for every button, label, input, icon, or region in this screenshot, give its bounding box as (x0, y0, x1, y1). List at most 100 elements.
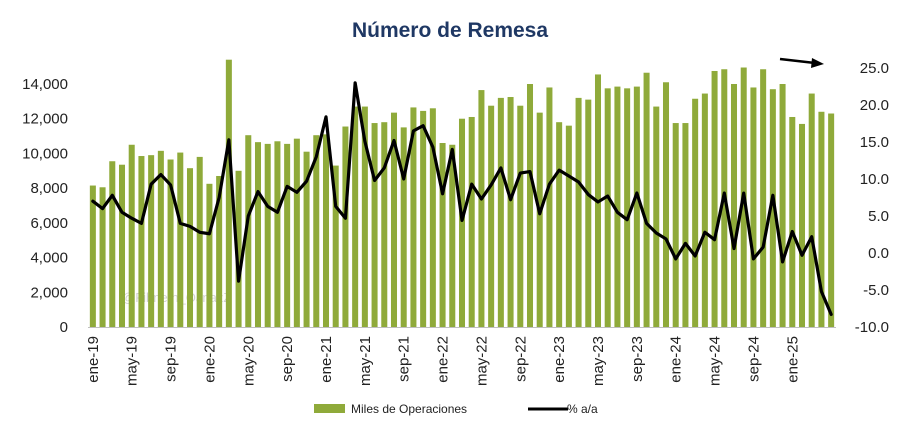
bar (701, 93, 708, 327)
x-tick-label: may-24 (707, 336, 724, 386)
bar (565, 125, 572, 327)
x-tick-label: sep-22 (512, 336, 529, 382)
bar (478, 90, 485, 327)
bar (332, 165, 339, 327)
x-tick-label: ene-25 (784, 336, 801, 383)
y-left-tick-label: 6,000 (30, 215, 68, 232)
x-tick-label: may-19 (124, 336, 141, 386)
bar (157, 150, 164, 327)
x-tick-label: may-21 (357, 336, 374, 386)
bar (390, 112, 398, 327)
left-axis: 0 2,000 4,000 6,000 8,000 10,000 12,000 14,000 (22, 76, 68, 336)
bar (381, 122, 388, 327)
bar (488, 105, 495, 327)
bar (109, 161, 116, 327)
x-tick-label: ene-22 (435, 336, 452, 383)
bar (148, 155, 155, 327)
bar (264, 143, 271, 327)
arrow-shaft (779, 57, 816, 65)
y-right-tick-label: 15.0 (860, 134, 889, 151)
bar (235, 170, 242, 327)
bar (798, 123, 806, 327)
bar (662, 82, 670, 327)
bar (99, 187, 106, 327)
bar (128, 144, 135, 327)
bar (556, 122, 563, 327)
x-tick-label: may-23 (590, 336, 607, 386)
x-tick-label: sep-23 (629, 336, 646, 382)
x-tick-label: sep-24 (745, 336, 762, 382)
x-tick-label: sep-20 (279, 336, 296, 382)
bar (293, 138, 300, 327)
y-left-tick-label: 4,000 (30, 250, 68, 267)
bar (517, 105, 524, 327)
bar (458, 118, 466, 328)
bar (186, 168, 194, 327)
bar (692, 98, 699, 327)
y-right-tick-label: 10.0 (860, 171, 889, 188)
bar (429, 108, 436, 327)
bar (828, 113, 835, 327)
y-left-tick-label: 2,000 (30, 284, 68, 301)
line-series (91, 81, 833, 317)
bar (410, 107, 417, 328)
bar (118, 164, 126, 327)
bar (167, 159, 174, 327)
bar (284, 143, 291, 327)
x-tick-label: may-22 (473, 336, 490, 386)
bar (760, 69, 767, 327)
x-tick-label: sep-21 (396, 336, 413, 382)
bar (750, 87, 757, 327)
bar (497, 97, 504, 327)
x-tick-label: ene-23 (551, 336, 568, 383)
bar (225, 59, 232, 327)
y-right-tick-label: 25.0 (860, 60, 889, 77)
bar (779, 84, 786, 327)
bar (371, 123, 378, 327)
bar (196, 156, 203, 327)
bar (604, 88, 611, 327)
y-right-tick-label: 0.0 (868, 245, 889, 262)
bar (575, 97, 582, 327)
bar (633, 86, 640, 327)
y-right-tick-label: -5.0 (863, 282, 889, 299)
x-axis: ene-19 may-19 sep-19 ene-20 may-20 sep-20 ene-… (85, 327, 836, 386)
bar (769, 89, 776, 328)
bar (322, 134, 330, 327)
y-left-tick-label: 12,000 (22, 111, 68, 128)
bar (730, 84, 738, 327)
x-tick-label: ene-20 (201, 336, 218, 383)
bar (89, 185, 96, 327)
bar (536, 112, 543, 327)
bar (206, 183, 213, 327)
legend-swatch-bars (314, 404, 345, 413)
legend-label-bars: Miles de Operaciones (351, 402, 467, 416)
bar (352, 106, 359, 327)
bar (439, 143, 446, 327)
bar (274, 141, 281, 327)
bar (789, 116, 796, 327)
x-tick-label: sep-19 (163, 336, 180, 382)
bar (507, 97, 514, 328)
bar (313, 135, 320, 327)
bar (643, 72, 650, 327)
x-tick-label: ene-21 (318, 336, 335, 383)
arrow-head (811, 58, 824, 68)
y-left-tick-label: 8,000 (30, 180, 68, 197)
bar (682, 123, 689, 327)
bar (245, 135, 252, 327)
legend-label-line: % a/a (567, 402, 598, 416)
bar (624, 88, 631, 327)
bar (818, 111, 825, 328)
bar (449, 144, 456, 327)
bar (546, 87, 553, 327)
bar (711, 70, 718, 327)
bar (400, 127, 407, 327)
bar (672, 123, 679, 327)
bar-series (89, 59, 835, 328)
bar (526, 84, 534, 327)
bar (216, 175, 223, 327)
right-axis: -10.0 -5.0 0.0 5.0 10.0 15.0 20.0 25.0 (855, 60, 889, 336)
y-right-tick-label: 5.0 (868, 208, 889, 225)
